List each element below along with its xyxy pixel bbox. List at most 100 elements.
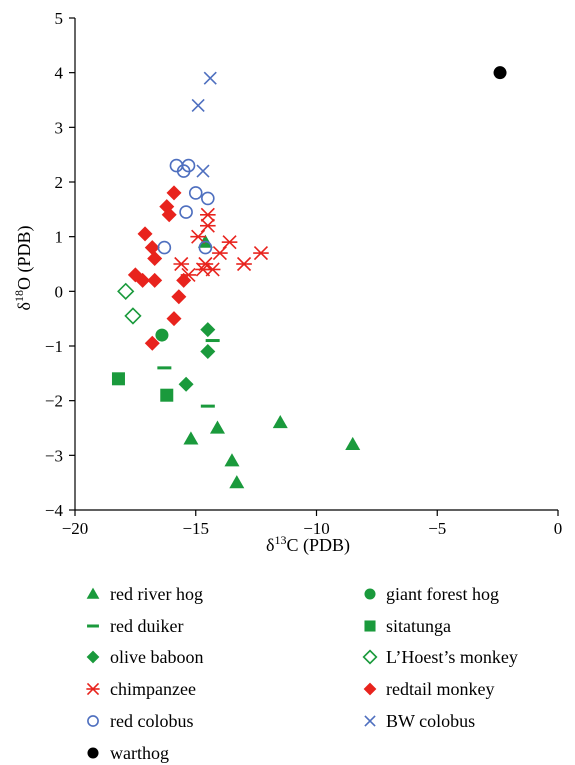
legend-item-red-duiker: red duiker (87, 616, 183, 636)
chimpanzee-point (221, 235, 238, 250)
red-colobus-point (157, 240, 172, 255)
y-tick-label: −4 (45, 501, 64, 520)
redtail-monkey-point (176, 272, 192, 288)
red-river-hog-point (229, 475, 245, 489)
y-tick-label: 1 (55, 228, 64, 247)
legend-item-olive-baboon: olive baboon (86, 647, 203, 667)
y-tick-label: −3 (45, 446, 63, 465)
olive-baboon-point (200, 343, 216, 359)
red-colobus-point (179, 205, 193, 219)
legend-marker-sitatunga (364, 620, 376, 632)
chimpanzee-point (195, 262, 211, 277)
data-points (111, 66, 507, 489)
y-axis-title-prefix: δ (14, 302, 34, 310)
x-tick-label: −10 (303, 519, 330, 538)
legend-item-red-colobus: red colobus (87, 711, 193, 731)
red-colobus-point (176, 164, 191, 178)
redtail-monkey-point (144, 240, 160, 256)
y-tick-label: −2 (45, 392, 63, 411)
red-colobus-point (201, 191, 215, 206)
legend-marker-olive-baboon (86, 650, 100, 664)
y-axis-title-suffix: O (PDB) (14, 226, 35, 291)
l-hoest-s-monkey-point (117, 282, 135, 300)
legend-marker-red-colobus (87, 715, 99, 727)
y-axis-title-sup: 18 (12, 290, 26, 302)
bw-colobus-point (203, 71, 217, 85)
legend-item-redtail-monkey: redtail monkey (363, 679, 494, 699)
y-tick-label: 4 (55, 64, 64, 83)
legend-label: sitatunga (386, 616, 451, 636)
legend-label: BW colobus (386, 711, 475, 731)
legend-label: redtail monkey (386, 679, 494, 699)
x-axis-title-sup: 13 (274, 533, 286, 547)
legend-item-red-river-hog: red river hog (86, 584, 203, 604)
legend-label: red river hog (110, 584, 203, 604)
warthog-point (493, 66, 507, 80)
red-river-hog-point (224, 453, 240, 467)
legend: red river hog red duiker olive baboon chimp… (86, 584, 518, 763)
x-axis-title-prefix: δ (266, 535, 274, 555)
legend-label: red duiker (110, 616, 183, 636)
redtail-monkey-point (137, 226, 153, 242)
redtail-monkey-point (135, 272, 151, 288)
y-tick-label: 0 (55, 282, 64, 301)
x-tick-label: −20 (62, 519, 89, 538)
redtail-monkey-point (166, 185, 182, 201)
chimpanzee-point (200, 218, 216, 233)
chimpanzee-point (190, 229, 206, 244)
x-tick-label: −5 (428, 519, 446, 538)
x-axis-title-suffix: C (PDB) (286, 535, 350, 556)
giant-forest-hog-point (155, 328, 169, 342)
olive-baboon-point (200, 322, 216, 338)
red-river-hog-point (183, 431, 199, 445)
legend-item-chimpanzee: chimpanzee (86, 679, 196, 699)
y-tick-label: 2 (55, 173, 64, 192)
legend-item-l-hoest-s-monkey: L’Hoest’s monkey (362, 647, 518, 667)
legend-marker-bw-colobus (364, 715, 376, 727)
legend-marker-chimpanzee (86, 682, 100, 696)
red-river-hog-point (272, 415, 288, 429)
legend-marker-redtail-monkey (363, 682, 377, 696)
chimpanzee-point (236, 256, 252, 272)
legend-item-giant-forest-hog: giant forest hog (364, 584, 499, 604)
redtail-monkey-point (144, 335, 160, 351)
x-tick-label: 0 (554, 519, 563, 538)
legend-label: warthog (110, 743, 169, 763)
legend-marker-warthog (87, 747, 99, 759)
legend-item-bw-colobus: BW colobus (364, 711, 475, 731)
chimpanzee-point (212, 246, 228, 261)
legend-marker-giant-forest-hog (364, 588, 376, 600)
bw-colobus-point (196, 164, 210, 178)
sitatunga-point (111, 372, 125, 386)
redtail-monkey-point (147, 272, 163, 288)
legend-label: giant forest hog (386, 584, 499, 604)
legend-label: chimpanzee (110, 679, 196, 699)
red-river-hog-point (209, 420, 225, 434)
legend-item-sitatunga: sitatunga (364, 616, 451, 636)
chimpanzee-point (253, 246, 269, 261)
redtail-monkey-point (166, 311, 182, 327)
red-colobus-point (188, 186, 203, 200)
y-tick-label: 5 (55, 9, 64, 28)
legend-marker-l-hoest-s-monkey (362, 649, 378, 665)
axes (74, 18, 558, 511)
chimpanzee-point (200, 207, 216, 222)
x-tick-label: −15 (182, 519, 209, 538)
x-axis-title: δ13C (PDB) (266, 533, 350, 556)
redtail-monkey-point (147, 251, 163, 267)
legend-label: L’Hoest’s monkey (386, 647, 518, 667)
redtail-monkey-point (161, 207, 177, 223)
redtail-monkey-point (171, 289, 187, 305)
legend-label: red colobus (110, 711, 193, 731)
bw-colobus-point (191, 98, 205, 113)
l-hoest-s-monkey-point (124, 307, 142, 325)
y-tick-label: 3 (55, 118, 64, 137)
y-axis-title: δ18O (PDB) (12, 226, 35, 311)
red-river-hog-point (345, 436, 361, 451)
legend-label: olive baboon (110, 647, 203, 667)
sitatunga-point (160, 388, 174, 402)
legend-item-warthog: warthog (87, 743, 169, 763)
chimpanzee-point (173, 256, 190, 272)
